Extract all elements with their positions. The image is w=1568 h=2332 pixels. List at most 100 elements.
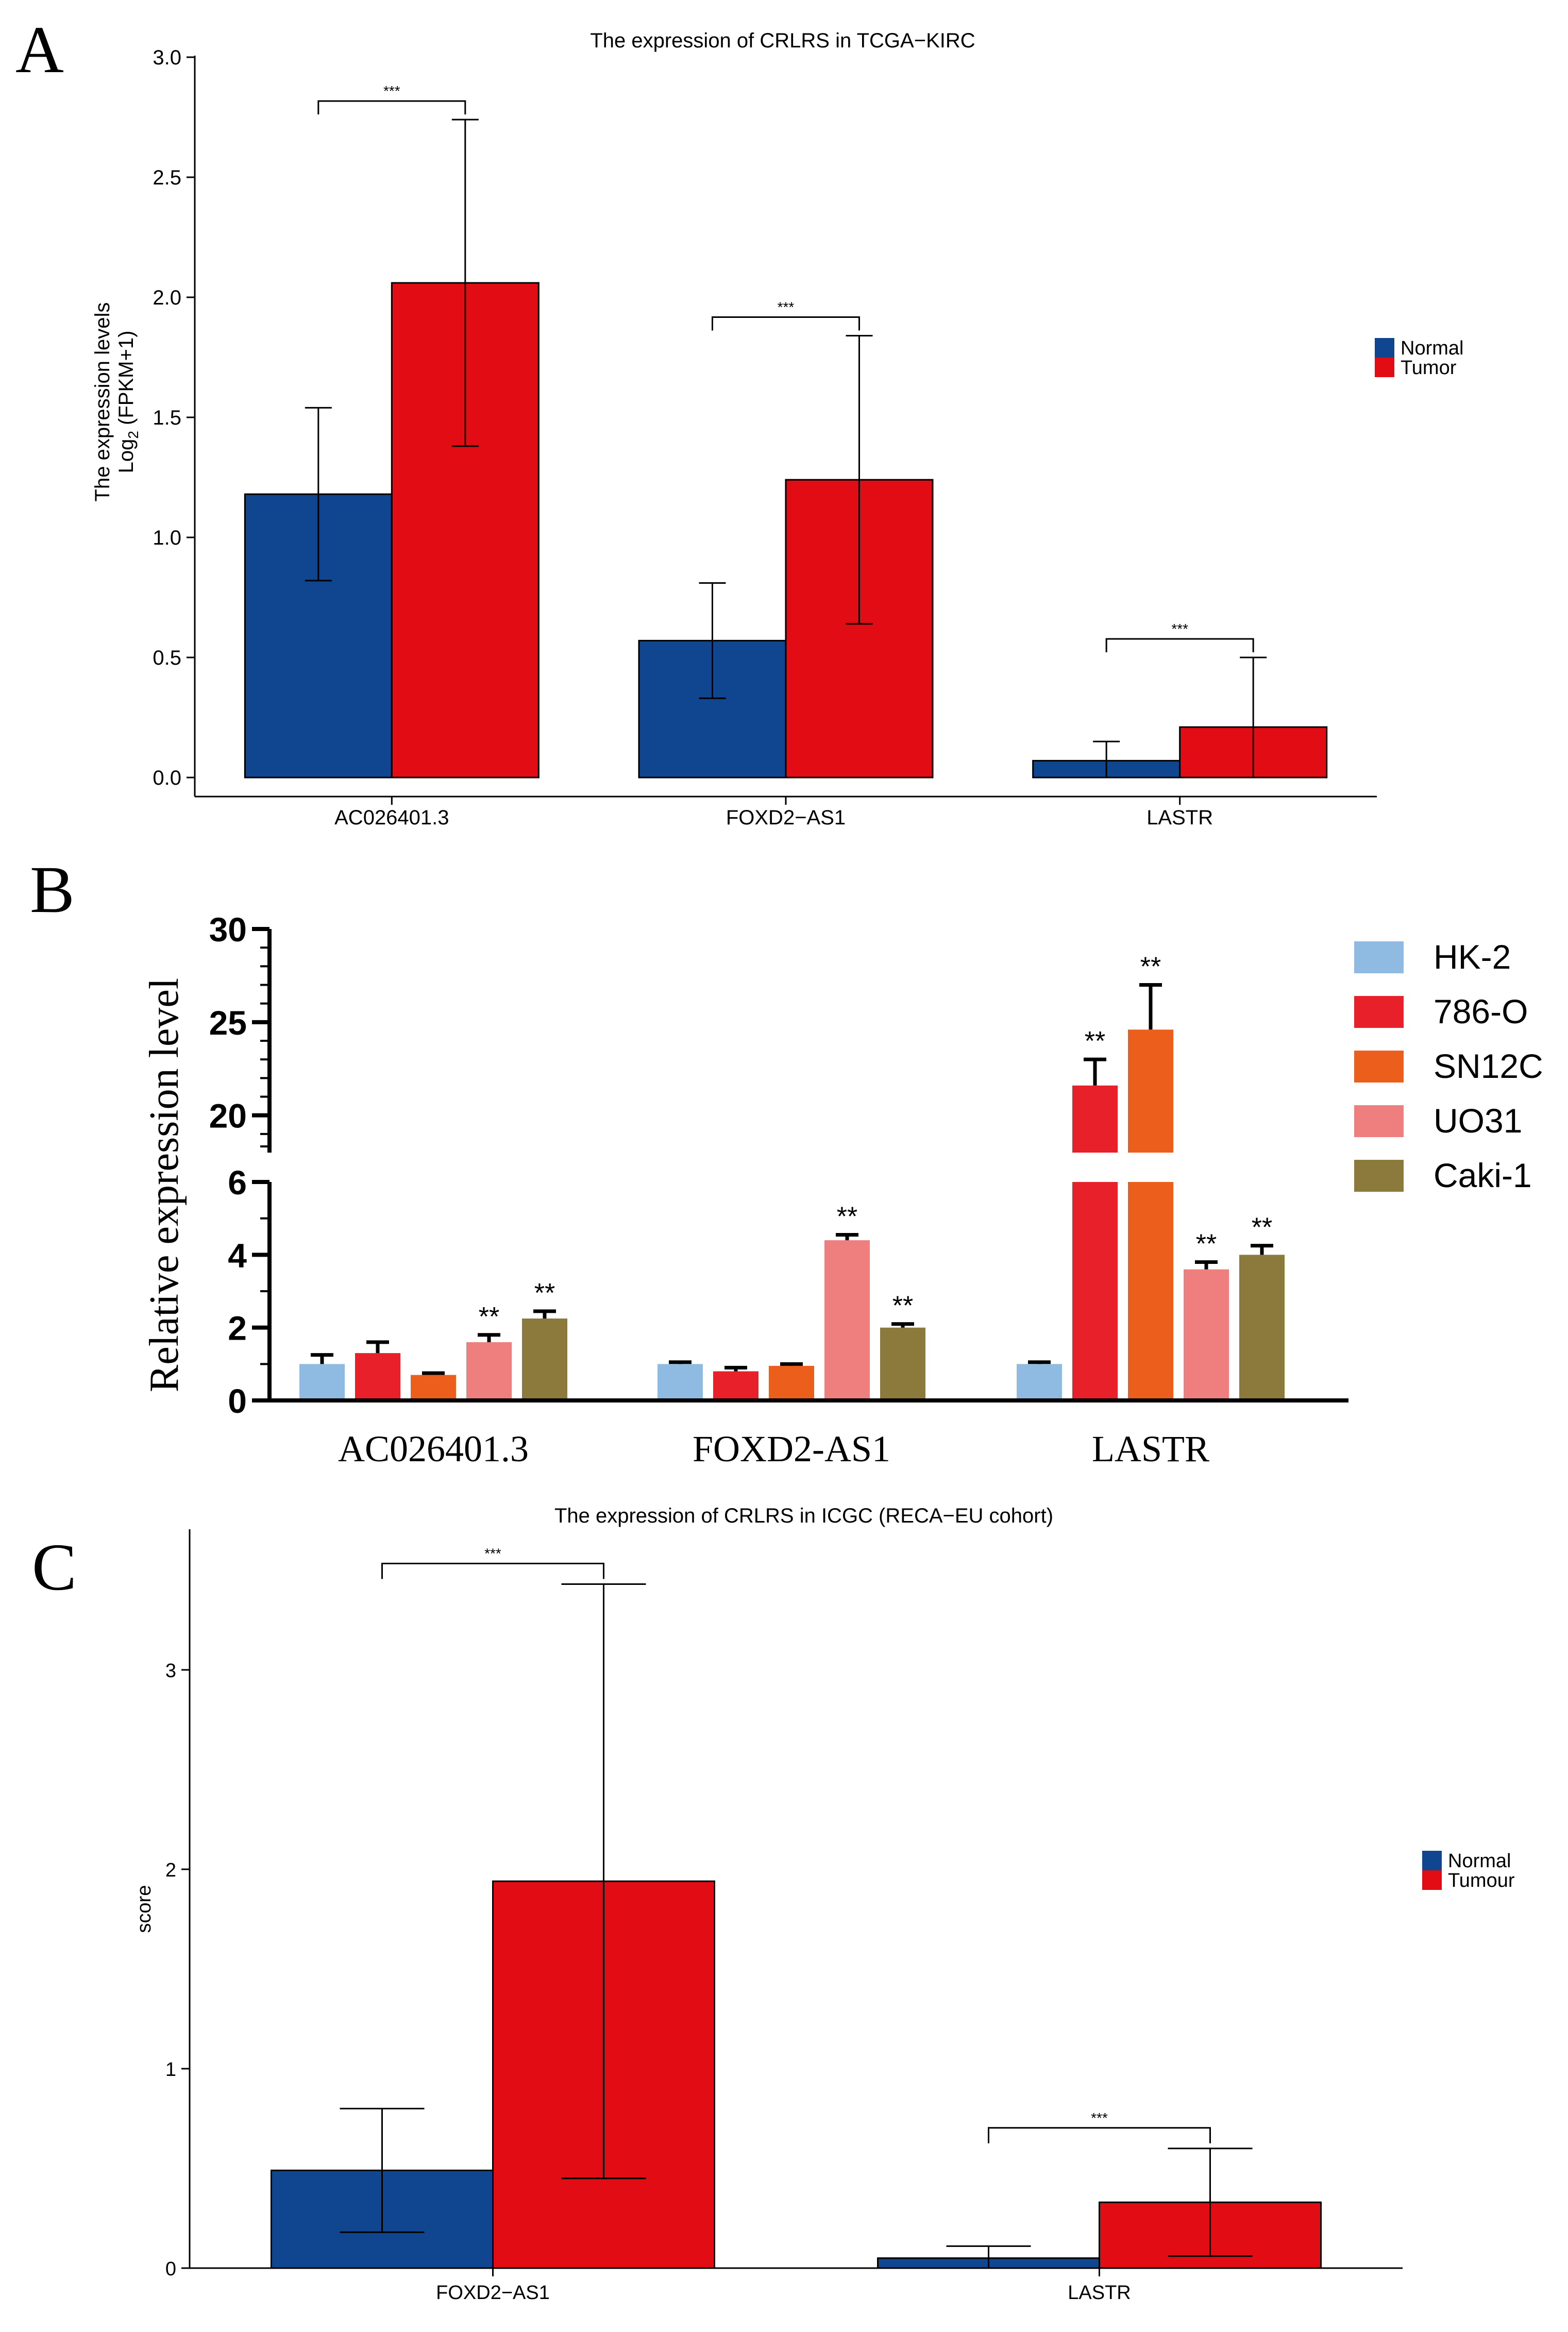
panel-c-x-tick-label: LASTR (1068, 2282, 1131, 2304)
panel-b-significance-label: ** (837, 1202, 857, 1231)
panel-a-significance-bracket (712, 316, 860, 331)
panel-a-y-tick-label: 0.5 (153, 647, 181, 669)
panel-a-ylabel-line2: Log2 (FPKM+1) (115, 331, 141, 474)
panel-b-bar-lower (1072, 1182, 1118, 1400)
panel-a-significance-label: *** (383, 83, 400, 99)
panel-b-bar (880, 1327, 925, 1400)
panel-a-significance-label: *** (778, 299, 795, 315)
panel-b-y-tick-label: 30 (209, 910, 247, 949)
panel-a-y-tick-label: 3.0 (153, 46, 181, 69)
panel-b-y-tick-label: 4 (228, 1236, 247, 1274)
panel-b-significance-label: ** (1140, 952, 1161, 982)
panel-b-bar (1239, 1255, 1285, 1400)
panel-c-error-bars (340, 1583, 1253, 2269)
panel-b-significance-label: ** (1196, 1229, 1217, 1259)
panel-c-y-tick-label: 2 (165, 1860, 176, 1881)
panel-a-significance: *** *** *** (317, 83, 1254, 652)
panel-b-legend-swatch-uo31 (1354, 1105, 1404, 1137)
panel-a-bars (244, 282, 1328, 779)
panel-c-legend-label-tumour: Tumour (1448, 1870, 1515, 1891)
panel-a-x-tick-label: AC026401.3 (334, 806, 449, 829)
panel-b-ylabel: Relative expression level (142, 978, 187, 1392)
panel-b-label: B (30, 853, 75, 927)
panel-b-legend-swatch-sn12c (1354, 1051, 1404, 1083)
panel-b-bar (355, 1353, 400, 1400)
panel-a-x-tick-label: FOXD2−AS1 (726, 806, 846, 829)
panel-c-significance: *** *** (381, 1545, 1211, 2143)
panel-c-significance-bracket (988, 2127, 1211, 2143)
panel-c-y-tick-label: 3 (165, 1660, 176, 1682)
panel-c-significance-label: *** (1091, 2110, 1108, 2126)
panel-c-legend-label-normal: Normal (1448, 1850, 1511, 1872)
panel-a-y-tick-label: 0.0 (153, 767, 181, 789)
panel-c-legend-swatch-tumour (1422, 1870, 1442, 1890)
panel-a-title: The expression of CRLRS in TCGA−KIRC (590, 29, 975, 52)
panel-b-significance-label: ** (479, 1302, 499, 1332)
panel-b-bar (824, 1240, 870, 1400)
panel-b-significance-label: ** (892, 1291, 913, 1321)
panel-b-bar-upper (1072, 1085, 1118, 1153)
panel-b-legend-label-caki1: Caki-1 (1434, 1156, 1532, 1194)
panel-c-y-tick-label: 1 (165, 2059, 176, 2081)
panel-b-ticks: AC026401.3 FOXD2-AS1 LASTR 0 2 4 6 20 25 30 (209, 910, 1209, 1469)
panel-c-title: The expression of CRLRS in ICGC (RECA−EU… (554, 1505, 1053, 1527)
panel-c-legend: Normal Tumour (1422, 1850, 1515, 1891)
panel-b-legend-swatch-caki1 (1354, 1160, 1404, 1192)
panel-b-bar (1017, 1364, 1062, 1400)
panel-a-ylabel-line1: The expression levels (91, 302, 114, 502)
panel-c-significance-label: *** (484, 1545, 501, 1561)
panel-a-legend-swatch-tumor (1375, 358, 1394, 377)
panel-b-legend-label-786o: 786-O (1434, 992, 1528, 1030)
panel-b-bar (522, 1319, 567, 1400)
panel-c-y-tick-label: 0 (165, 2258, 176, 2280)
panel-a-legend: Normal Tumor (1375, 337, 1463, 379)
panel-b-legend-label-sn12c: SN12C (1434, 1047, 1543, 1085)
panel-c: C The expression of CRLRS in ICGC (RECA−… (32, 1505, 1515, 2304)
panel-c-legend-swatch-normal (1422, 1851, 1442, 1870)
panel-b-bar-lower (1128, 1182, 1173, 1400)
panel-b-y-tick-label: 0 (228, 1382, 247, 1420)
panel-a-legend-label-tumor: Tumor (1401, 357, 1457, 379)
panel-b-significance-label: ** (534, 1278, 555, 1308)
panel-a-legend-swatch-normal (1375, 338, 1394, 358)
panel-b-bar-upper (1128, 1029, 1173, 1153)
panel-c-axes (189, 1529, 1403, 2269)
panel-a-y-tick-label: 1.5 (153, 407, 181, 429)
panel-a-y-axis-label: The expression levels Log2 (FPKM+1) (91, 302, 141, 502)
panel-b-legend-label-uo31: UO31 (1434, 1102, 1522, 1140)
panel-b-significance: ** ** ** ** ** ** ** ** (479, 952, 1272, 1332)
panel-b-x-tick-label: AC026401.3 (338, 1428, 529, 1469)
panel-a-x-tick-label: LASTR (1147, 806, 1213, 829)
panel-a-label: A (15, 13, 64, 87)
panel-b-bar (466, 1342, 512, 1400)
panel-b-bar (299, 1364, 345, 1400)
panel-c-ylabel: score (133, 1885, 155, 1933)
panel-b-bar (1184, 1269, 1229, 1400)
panel-b-significance-label: ** (1252, 1213, 1272, 1243)
panel-b-y-tick-label: 20 (209, 1097, 247, 1135)
panel-b-legend-swatch-hk2 (1354, 941, 1404, 973)
panel-b-bar (657, 1364, 703, 1400)
panel-a-legend-label-normal: Normal (1401, 337, 1463, 359)
panel-a-significance-label: *** (1171, 621, 1188, 637)
panel-b-bar (411, 1375, 456, 1400)
panel-b-legend-label-hk2: HK-2 (1434, 938, 1511, 976)
panel-c-ticks: FOXD2−AS1 LASTR 0 1 2 3 (165, 1660, 1131, 2304)
panel-c-significance-bracket (381, 1563, 604, 1579)
panel-b-legend: HK-2 786-O SN12C UO31 Caki-1 (1354, 938, 1543, 1194)
panel-b: B Relative expression level ************… (30, 853, 1543, 1469)
panel-a-significance-bracket (317, 100, 466, 115)
panel-a-error-bars (305, 119, 1267, 779)
panel-b-significance-label: ** (1085, 1026, 1105, 1056)
panel-b-bar (713, 1371, 758, 1400)
panel-b-legend-swatch-786o (1354, 996, 1404, 1028)
panel-b-y-tick-label: 25 (209, 1004, 247, 1042)
panel-b-x-tick-label: FOXD2-AS1 (693, 1428, 890, 1469)
panel-a-ticks: AC026401.3 FOXD2−AS1 LASTR 0.0 0.5 1.0 1.5 2.0 2… (153, 46, 1213, 829)
panel-a: A The expression of CRLRS in TCGA−KIRC T… (15, 13, 1463, 829)
panel-a-y-tick-label: 1.0 (153, 527, 181, 549)
panel-b-error-bars (311, 983, 1273, 1375)
panel-b-bars (299, 1029, 1285, 1400)
